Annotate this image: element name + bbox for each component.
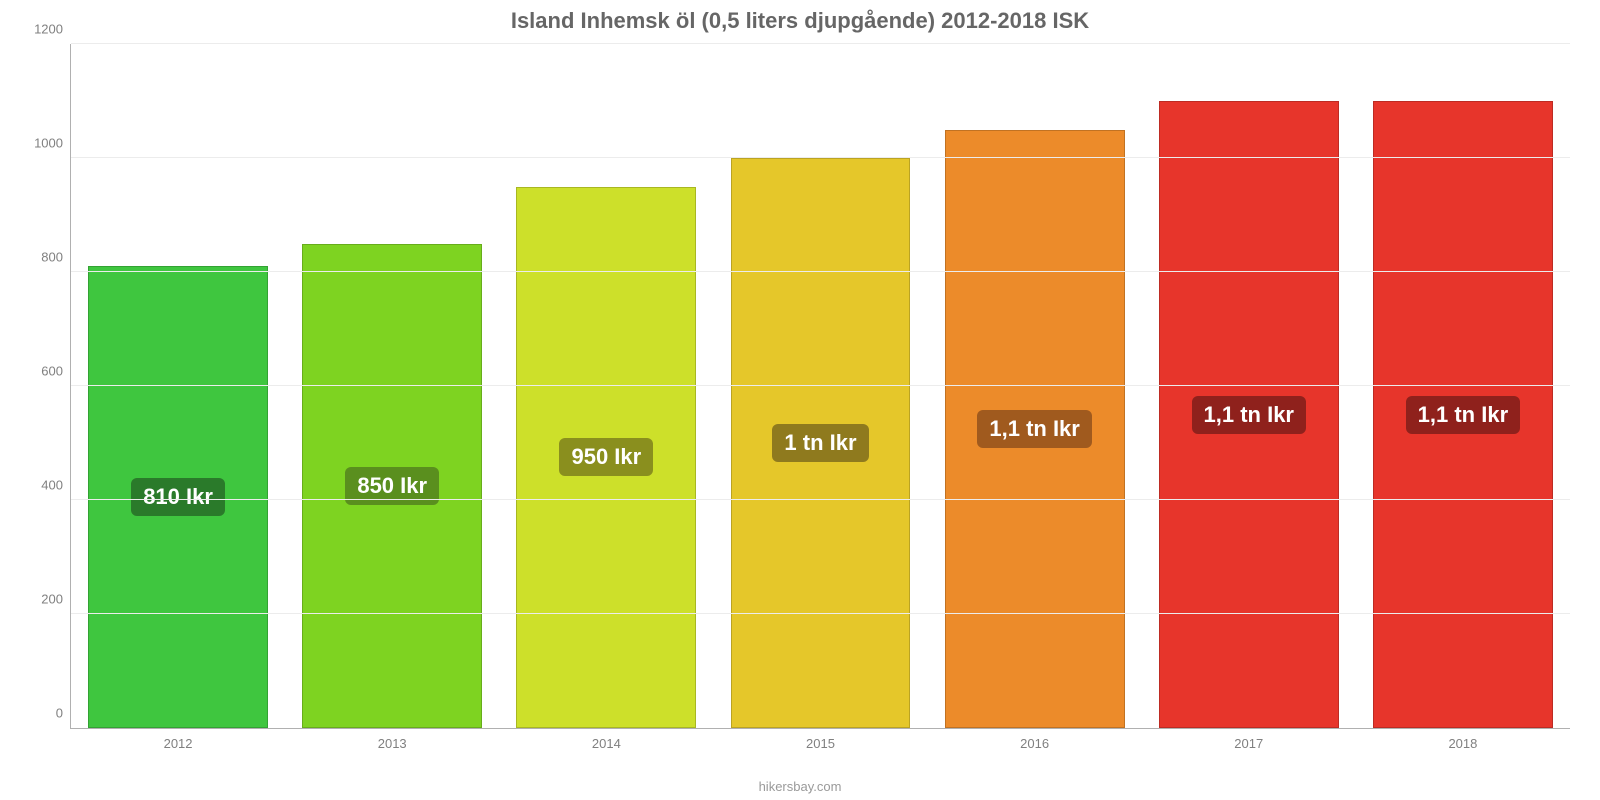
plot-area: 810 Ikr2012850 Ikr2013950 Ikr20141 tn Ik… <box>70 44 1570 729</box>
xtick-label: 2018 <box>1448 728 1477 751</box>
gridline <box>71 271 1570 272</box>
bar: 1,1 tn Ikr <box>1373 101 1553 728</box>
bar-value-label: 1 tn Ikr <box>772 424 868 462</box>
chart-title: Island Inhemsk öl (0,5 liters djupgående… <box>0 0 1600 34</box>
bar: 810 Ikr <box>88 266 268 728</box>
bar-value-label: 950 Ikr <box>559 438 653 476</box>
gridline <box>71 613 1570 614</box>
bar-slot: 950 Ikr2014 <box>499 44 713 728</box>
gridline <box>71 157 1570 158</box>
bar: 1,1 tn Ikr <box>1159 101 1339 728</box>
xtick-label: 2017 <box>1234 728 1263 751</box>
plot-wrap: 810 Ikr2012850 Ikr2013950 Ikr20141 tn Ik… <box>70 44 1570 779</box>
xtick-label: 2012 <box>164 728 193 751</box>
bar-slot: 1 tn Ikr2015 <box>713 44 927 728</box>
ytick-label: 1200 <box>34 22 71 37</box>
bar: 1 tn Ikr <box>731 158 911 728</box>
bar-value-label: 1,1 tn Ikr <box>977 410 1091 448</box>
bar-chart: Island Inhemsk öl (0,5 liters djupgående… <box>0 0 1600 800</box>
bar-slot: 1,1 tn Ikr2018 <box>1356 44 1570 728</box>
bar-value-label: 1,1 tn Ikr <box>1406 396 1520 434</box>
gridline <box>71 385 1570 386</box>
gridline <box>71 499 1570 500</box>
ytick-label: 200 <box>41 592 71 607</box>
bars-group: 810 Ikr2012850 Ikr2013950 Ikr20141 tn Ik… <box>71 44 1570 728</box>
xtick-label: 2014 <box>592 728 621 751</box>
bar: 850 Ikr <box>302 244 482 729</box>
ytick-label: 600 <box>41 364 71 379</box>
bar: 950 Ikr <box>516 187 696 729</box>
chart-credit: hikersbay.com <box>0 779 1600 800</box>
xtick-label: 2015 <box>806 728 835 751</box>
ytick-label: 400 <box>41 478 71 493</box>
bar-value-label: 810 Ikr <box>131 478 225 516</box>
ytick-label: 1000 <box>34 136 71 151</box>
ytick-label: 0 <box>56 706 71 721</box>
bar-value-label: 1,1 tn Ikr <box>1192 396 1306 434</box>
xtick-label: 2016 <box>1020 728 1049 751</box>
gridline <box>71 43 1570 44</box>
bar-slot: 810 Ikr2012 <box>71 44 285 728</box>
xtick-label: 2013 <box>378 728 407 751</box>
bar-slot: 1,1 tn Ikr2016 <box>928 44 1142 728</box>
bar-slot: 850 Ikr2013 <box>285 44 499 728</box>
ytick-label: 800 <box>41 250 71 265</box>
bar-slot: 1,1 tn Ikr2017 <box>1142 44 1356 728</box>
bar: 1,1 tn Ikr <box>945 130 1125 729</box>
